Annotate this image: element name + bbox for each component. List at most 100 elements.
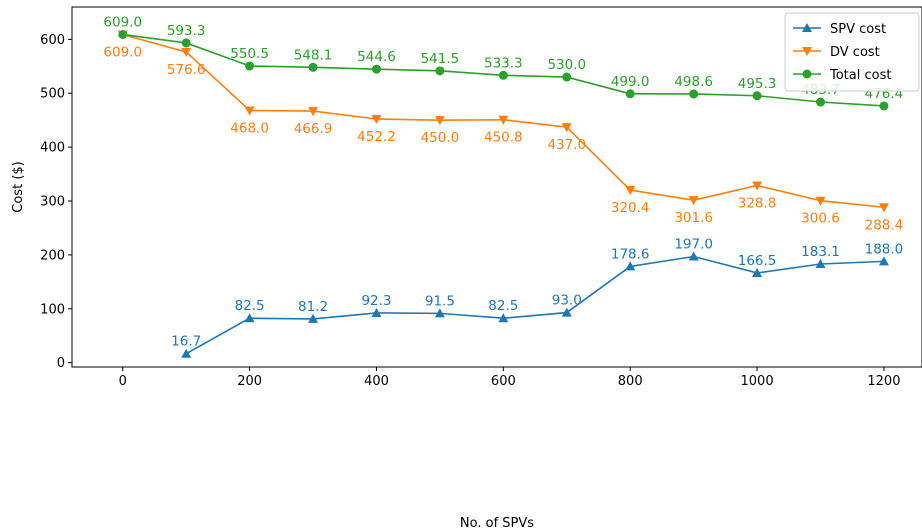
spv-cost-data-label: 197.0 <box>674 237 713 253</box>
spv-cost-point <box>561 307 572 317</box>
dv-cost-data-label: 450.8 <box>484 130 523 146</box>
spv-cost-point <box>625 261 636 271</box>
spv-cost-point <box>815 259 826 269</box>
dv-cost-data-label: 450.0 <box>421 130 460 146</box>
spv-cost-point <box>371 307 382 317</box>
total-cost-point <box>498 70 508 80</box>
y-tick-label: 600 <box>40 33 65 48</box>
total-cost-data-label: 495.3 <box>738 76 777 92</box>
dv-cost-point <box>878 203 889 213</box>
total-cost-data-label: 533.3 <box>484 55 523 71</box>
dv-cost-data-label: 320.4 <box>611 200 650 216</box>
dv-cost-data-label: 576.6 <box>167 62 206 78</box>
legend-swatch-marker <box>802 47 812 56</box>
total-cost-point <box>371 64 381 74</box>
dv-cost-data-label: 300.6 <box>801 211 840 227</box>
spv-cost-data-label: 81.2 <box>298 299 328 315</box>
total-cost-point <box>118 29 128 39</box>
total-cost-point <box>752 91 762 101</box>
legend-label: Total cost <box>829 68 891 83</box>
total-cost-data-label: 541.5 <box>421 51 460 67</box>
spv-cost-point <box>498 313 509 323</box>
spv-cost-data-label: 16.7 <box>171 334 201 350</box>
x-tick-label: 600 <box>491 374 516 389</box>
total-cost-point <box>245 61 255 71</box>
legend-label: SPV cost <box>830 22 886 37</box>
dv-cost-point <box>561 123 572 133</box>
dv-cost-point <box>434 116 445 126</box>
dv-cost-data-label: 468.0 <box>230 120 269 136</box>
legend-swatch-marker <box>802 23 812 32</box>
spv-cost-point <box>752 267 763 277</box>
dv-cost-data-label: 328.8 <box>738 195 777 211</box>
total-cost-point <box>562 72 572 82</box>
dv-cost-data-label: 288.4 <box>865 217 904 233</box>
plot-area-frame <box>71 6 922 368</box>
spv-cost-point <box>688 251 699 261</box>
y-axis-title: Cost ($) <box>11 161 26 212</box>
dv-cost-point <box>498 115 509 125</box>
legend-entry-dv-cost: DV cost <box>793 45 880 60</box>
dv-cost-point <box>815 196 826 206</box>
legend: SPV cost DV cost Total cost <box>784 12 920 92</box>
spv-cost-data-label: 188.0 <box>865 241 904 257</box>
x-tick-label: 800 <box>618 374 643 389</box>
y-tick-label: 400 <box>40 141 65 156</box>
spv-cost-data-label: 91.5 <box>425 293 455 309</box>
series-total-cost <box>118 29 889 111</box>
total-cost-data-label: 609.0 <box>103 14 142 30</box>
x-tick-label: 200 <box>237 374 262 389</box>
y-tick-label: 300 <box>40 195 65 210</box>
total-cost-point <box>816 97 826 107</box>
dv-cost-data-label: 609.0 <box>103 44 142 60</box>
total-cost-point <box>308 62 318 72</box>
total-cost-point <box>435 66 445 76</box>
spv-cost-point <box>181 348 192 358</box>
spv-cost-point <box>434 308 445 318</box>
legend-swatch-marker <box>802 69 812 79</box>
dv-cost-point <box>244 106 255 116</box>
legend-box <box>784 12 920 92</box>
spv-cost-data-label: 166.5 <box>738 253 777 269</box>
dv-cost-point <box>181 47 192 57</box>
x-tick-label: 1000 <box>741 374 774 389</box>
total-cost-data-label: 498.6 <box>674 74 713 90</box>
x-tick-label: 400 <box>364 374 389 389</box>
series-spv-cost <box>181 251 889 358</box>
total-cost-point <box>689 89 699 99</box>
total-cost-data-label: 499.0 <box>611 74 650 90</box>
dv-cost-data-label: 452.2 <box>357 129 396 145</box>
dv-cost-data-label: 437.0 <box>547 137 586 153</box>
x-tick-label: 0 <box>119 374 127 389</box>
total-cost-point <box>181 38 191 48</box>
total-cost-data-label: 548.1 <box>294 47 333 63</box>
dv-cost-point <box>688 196 699 206</box>
dv-cost-point <box>752 181 763 191</box>
y-tick-label: 100 <box>40 302 65 317</box>
total-cost-data-label: 593.3 <box>167 23 206 39</box>
legend-label: DV cost <box>830 45 880 60</box>
y-tick-label: 500 <box>40 87 65 102</box>
spv-cost-data-label: 178.6 <box>611 246 650 262</box>
x-axis-title: No. of SPVs <box>460 516 534 531</box>
spv-cost-point <box>878 256 889 266</box>
y-tick-label: 200 <box>40 248 65 263</box>
x-tick-label: 1200 <box>867 374 900 389</box>
spv-cost-line <box>185 255 884 355</box>
spv-cost-data-label: 92.3 <box>361 293 391 309</box>
legend-entry-total-cost: Total cost <box>793 68 891 83</box>
dv-cost-data-label: 301.6 <box>674 210 713 226</box>
y-tick-label: 0 <box>57 356 65 371</box>
total-cost-data-label: 530.0 <box>547 57 586 73</box>
dv-cost-point <box>625 186 636 196</box>
total-cost-point <box>879 101 889 111</box>
spv-cost-data-label: 183.1 <box>801 244 840 260</box>
legend-entry-spv-cost: SPV cost <box>793 22 886 37</box>
dv-cost-data-label: 466.9 <box>294 121 333 137</box>
spv-cost-data-label: 82.5 <box>488 298 518 314</box>
spv-cost-point <box>244 313 255 323</box>
dv-cost-point <box>371 114 382 124</box>
total-cost-data-label: 544.6 <box>357 49 396 65</box>
dv-cost-point <box>308 107 319 117</box>
